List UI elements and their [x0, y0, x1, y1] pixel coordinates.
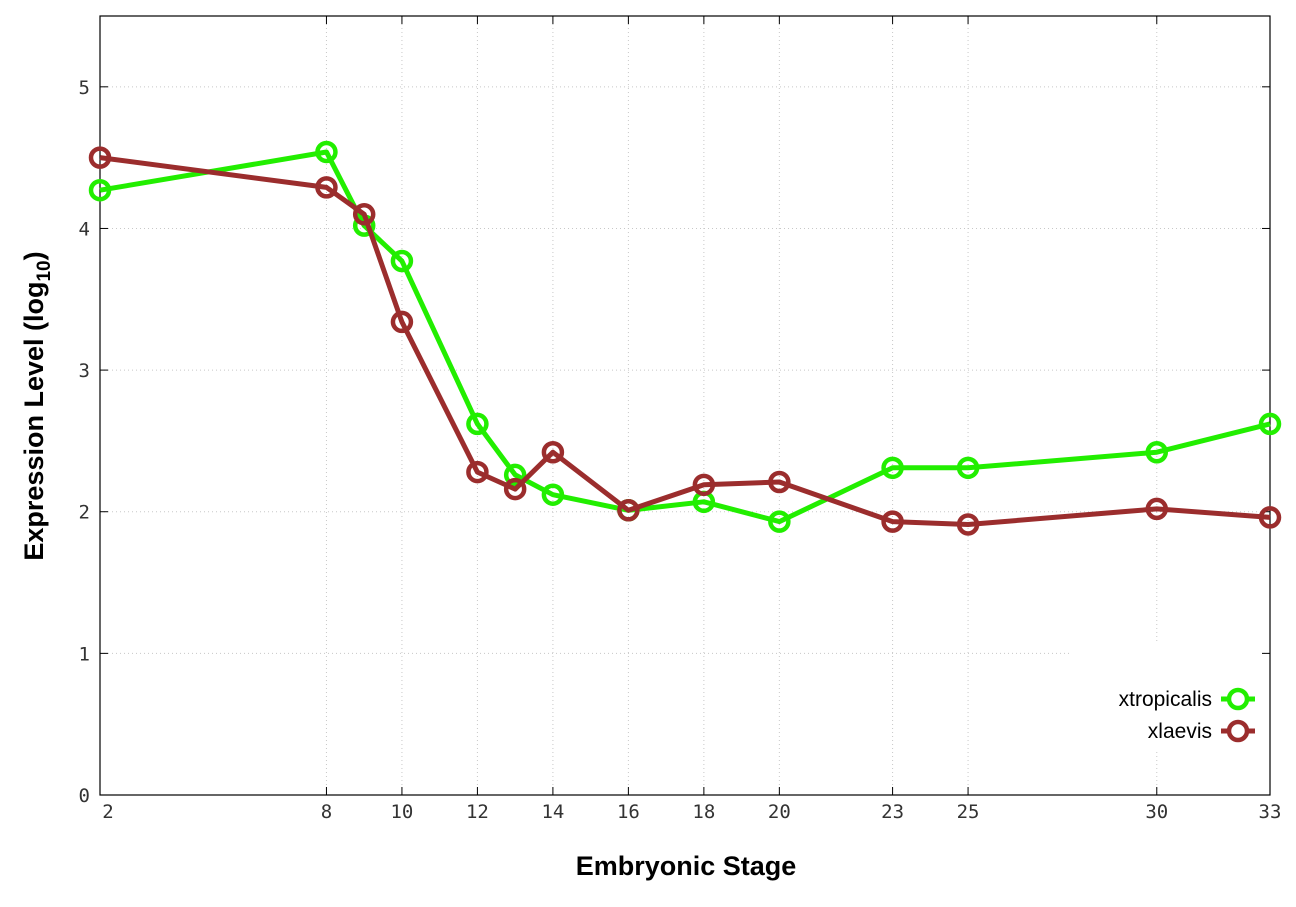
legend-item: xlaevis [1148, 719, 1255, 743]
data-point [541, 440, 565, 464]
data-point [956, 456, 980, 480]
data-point [881, 456, 904, 480]
x-tick-label: 20 [768, 801, 791, 823]
series-xlaevis [88, 146, 1282, 536]
data-point [352, 203, 376, 226]
x-tick-label: 23 [881, 801, 904, 823]
data-point [1258, 412, 1282, 436]
data-point [956, 513, 980, 536]
data-point [315, 176, 338, 199]
x-tick-label: 8 [321, 801, 332, 823]
y-tick-label: 2 [79, 502, 90, 524]
y-axis-title: Expression Level (log10) [19, 251, 55, 560]
legend-marker [1226, 687, 1250, 711]
y-tick-label: 5 [79, 77, 90, 99]
data-point [390, 249, 414, 273]
legend-label: xlaevis [1148, 720, 1212, 743]
data-point [768, 510, 791, 533]
series-line [99, 149, 1271, 525]
x-tick-label: 12 [466, 801, 489, 823]
data-point [466, 412, 489, 436]
plot-frame [99, 15, 1271, 796]
legend-item: xtropicalis [1119, 687, 1255, 711]
legend: xtropicalis xlaevis [1072, 644, 1262, 750]
data-point [390, 310, 414, 334]
series-xtropicalis [88, 140, 1282, 533]
x-tick-label: 30 [1145, 801, 1168, 823]
legend-marker [1226, 719, 1250, 743]
series-layer [88, 140, 1282, 536]
data-point [1145, 440, 1169, 464]
x-tick-label: 18 [692, 801, 715, 823]
data-point [503, 477, 527, 501]
y-axis-title-close: ) [19, 251, 49, 260]
data-point [315, 140, 338, 164]
data-point [88, 178, 112, 202]
x-tick-label: 10 [390, 801, 413, 823]
data-point [768, 470, 791, 494]
data-point [1145, 497, 1169, 521]
data-point [466, 460, 489, 484]
legend-label: xtropicalis [1119, 688, 1212, 711]
data-point [541, 483, 565, 506]
x-tick-label: 33 [1259, 801, 1282, 823]
y-axis-title-subscript: 10 [34, 260, 55, 281]
y-tick-label: 0 [79, 785, 90, 807]
data-point [503, 463, 527, 487]
y-tick-label: 4 [79, 218, 90, 240]
grid-lines [100, 16, 1270, 795]
y-tick-label: 3 [79, 360, 90, 382]
data-point [881, 510, 904, 533]
x-tick-label: 16 [617, 801, 640, 823]
x-axis-title: Embryonic Stage [576, 851, 797, 881]
x-tick-label: 2 [102, 801, 113, 823]
x-tick-label: 14 [541, 801, 564, 823]
data-point [1258, 506, 1282, 529]
x-tick-label: 25 [957, 801, 980, 823]
y-tick-label: 1 [79, 643, 90, 665]
data-point [617, 499, 640, 522]
data-point [692, 473, 716, 497]
y-axis-title-main: Expression Level (log [19, 282, 49, 561]
series-line [99, 155, 1271, 527]
data-point [88, 146, 112, 169]
